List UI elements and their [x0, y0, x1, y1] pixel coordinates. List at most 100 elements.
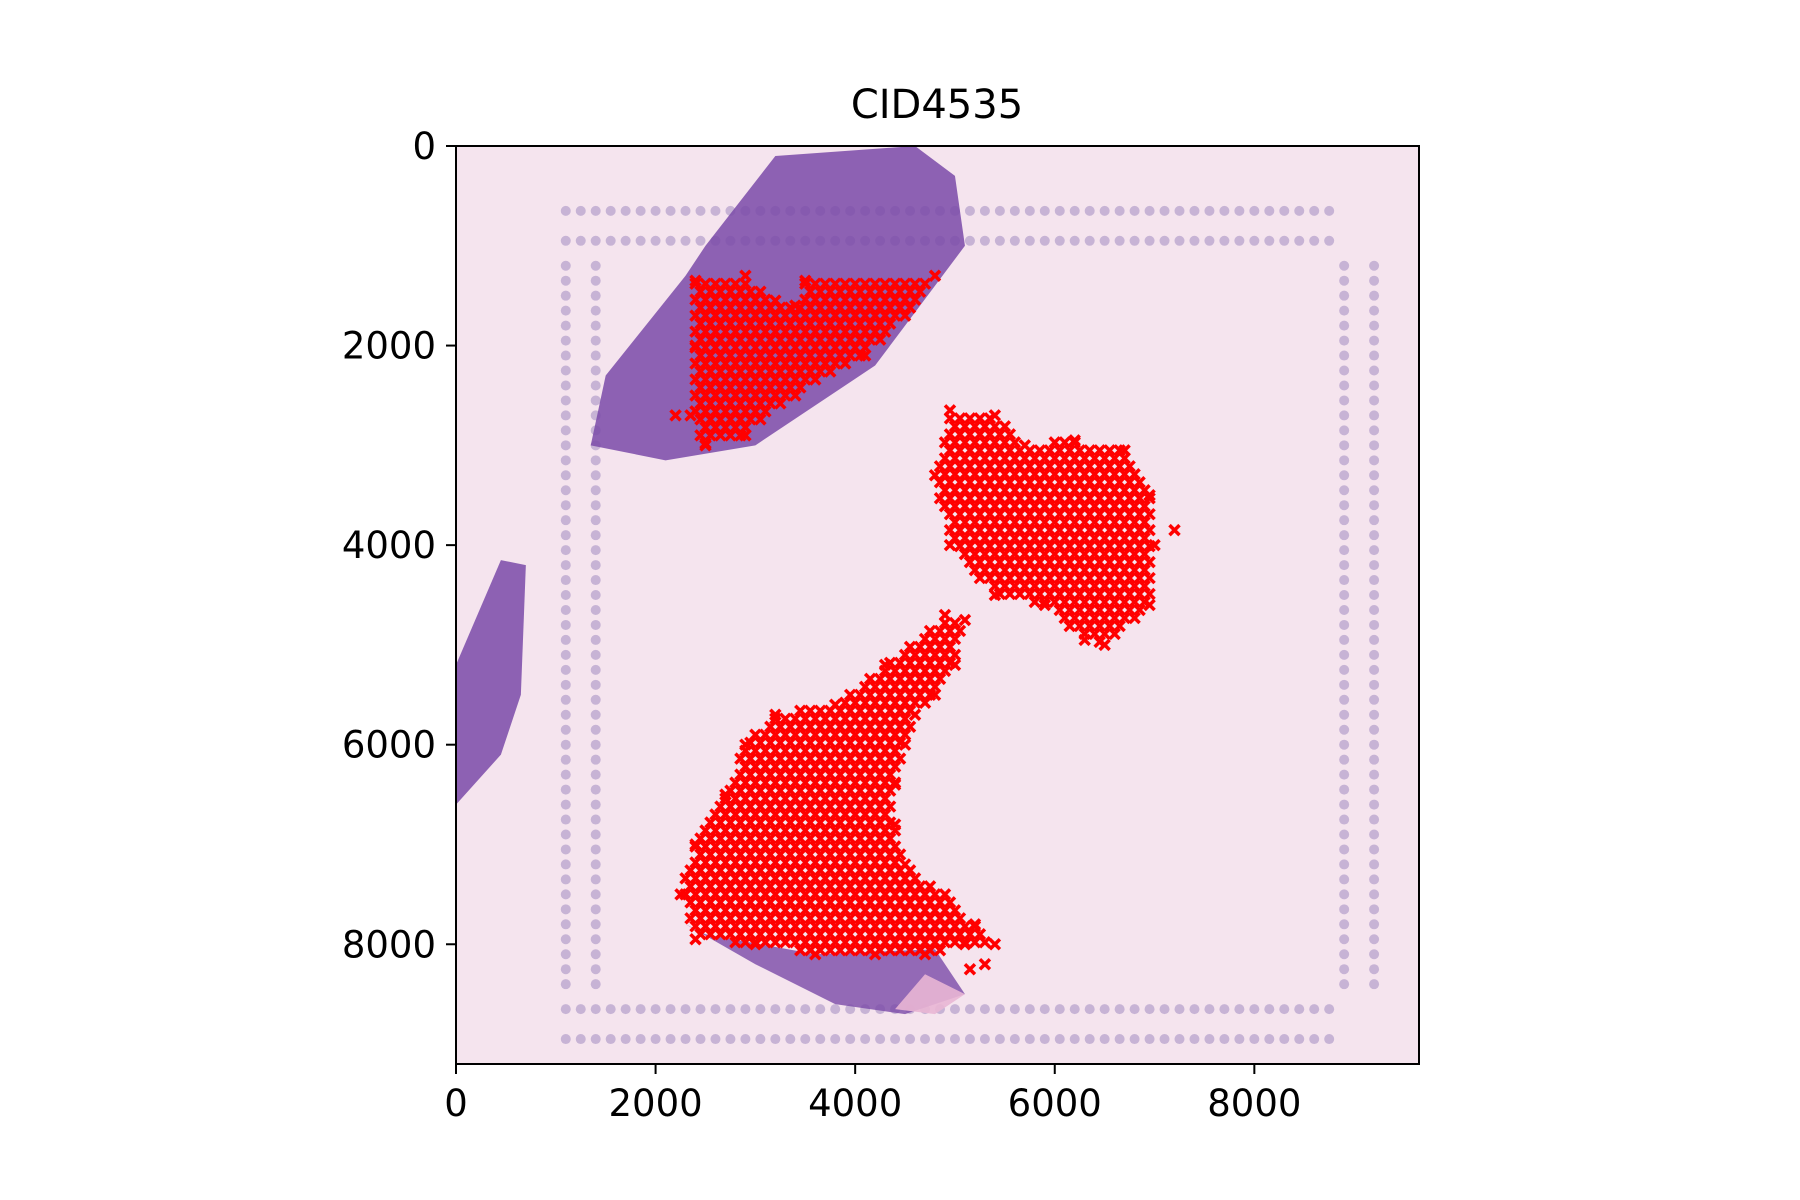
marker-point: [1033, 460, 1047, 473]
marker-point: [779, 872, 792, 885]
marker-point: [823, 768, 837, 781]
marker-point: [799, 920, 812, 933]
grid-spot: [560, 664, 571, 675]
marker-point: [1058, 484, 1071, 497]
marker-point: [1058, 547, 1071, 561]
marker-point: [764, 752, 777, 765]
grid-spot: [1054, 235, 1065, 246]
marker-point: [799, 776, 812, 789]
marker-point: [1133, 555, 1146, 569]
marker-point: [679, 872, 692, 885]
y-tick-label: 2000: [342, 325, 436, 368]
marker-point: [759, 405, 772, 418]
marker-point: [903, 672, 917, 686]
marker-point: [1048, 579, 1061, 593]
marker-point: [848, 277, 862, 290]
marker-point: [918, 680, 932, 694]
marker-point: [754, 317, 767, 330]
marker-point: [1043, 555, 1057, 569]
grid-spot: [1234, 235, 1245, 246]
marker-point: [883, 752, 897, 765]
marker-point: [993, 571, 1007, 585]
grid-spot: [1339, 575, 1350, 586]
marker-point: [729, 872, 742, 885]
marker-point: [898, 680, 912, 694]
marker-point: [863, 752, 877, 765]
marker-point: [828, 341, 842, 354]
marker-point: [858, 680, 872, 694]
grid-spot: [1204, 205, 1215, 216]
marker-point: [878, 824, 892, 837]
marker-point: [1033, 523, 1047, 537]
marker-point: [978, 436, 992, 449]
marker-point: [769, 824, 782, 837]
marker-point: [769, 708, 782, 721]
grid-spot: [560, 305, 571, 316]
marker-point: [1133, 587, 1146, 601]
marker-point: [734, 301, 747, 314]
marker-point: [873, 896, 887, 909]
marker-point: [749, 373, 762, 386]
grid-spot: [560, 545, 571, 556]
marker-point: [1013, 587, 1027, 601]
marker-point: [1138, 563, 1151, 577]
marker-point: [1013, 507, 1027, 521]
grid-spot: [1369, 979, 1380, 990]
marker-point: [833, 333, 847, 346]
marker-point: [1098, 595, 1111, 609]
marker-point: [1028, 484, 1042, 497]
grid-spot: [1264, 235, 1275, 246]
grid-spot: [1339, 904, 1350, 915]
marker-point: [883, 832, 897, 845]
tissue-pink-edge: [895, 974, 965, 1015]
marker-point: [769, 840, 782, 853]
marker-point: [809, 948, 822, 961]
marker-point: [749, 357, 762, 370]
marker-point: [709, 293, 722, 306]
grid-spot: [1249, 1034, 1260, 1045]
marker-point: [943, 428, 957, 441]
marker-point: [744, 928, 757, 941]
grid-spot: [1129, 205, 1140, 216]
x-axis: 0 2000 4000 6000 8000: [444, 1064, 1301, 1125]
marker-point: [858, 776, 872, 789]
marker-point: [724, 880, 737, 893]
marker-point: [764, 736, 777, 749]
marker-point: [1068, 547, 1081, 561]
marker-point: [998, 436, 1012, 449]
marker-point: [734, 768, 747, 781]
marker-point: [848, 776, 862, 789]
grid-spot: [1234, 205, 1245, 216]
marker-point: [893, 285, 907, 298]
marker-point: [754, 816, 767, 829]
marker-point: [744, 864, 757, 877]
marker-point: [858, 728, 872, 741]
marker-point: [694, 285, 707, 298]
marker-point: [853, 880, 867, 893]
marker-point: [764, 317, 777, 330]
marker-point: [739, 373, 752, 386]
marker-point: [724, 800, 737, 813]
marker-point: [833, 285, 847, 298]
grid-spot: [560, 709, 571, 720]
grid-spot: [1339, 754, 1350, 765]
marker-point: [823, 816, 837, 829]
marker-point: [828, 728, 842, 741]
marker-point: [789, 824, 802, 837]
marker-point: [794, 317, 807, 330]
marker-point: [1118, 484, 1131, 497]
marker-point: [943, 444, 957, 457]
grid-spot: [1249, 235, 1260, 246]
marker-point: [863, 688, 877, 702]
marker-point: [853, 816, 867, 829]
grid-spot: [635, 205, 646, 216]
grid-spot: [590, 829, 601, 840]
marker-point: [1078, 579, 1091, 593]
grid-spot: [1234, 1004, 1245, 1015]
marker-point: [973, 476, 987, 489]
marker-point: [953, 412, 967, 425]
marker-point: [973, 428, 987, 441]
grid-spot: [1279, 1004, 1290, 1015]
marker-point: [814, 912, 827, 925]
grid-spot: [1339, 380, 1350, 391]
